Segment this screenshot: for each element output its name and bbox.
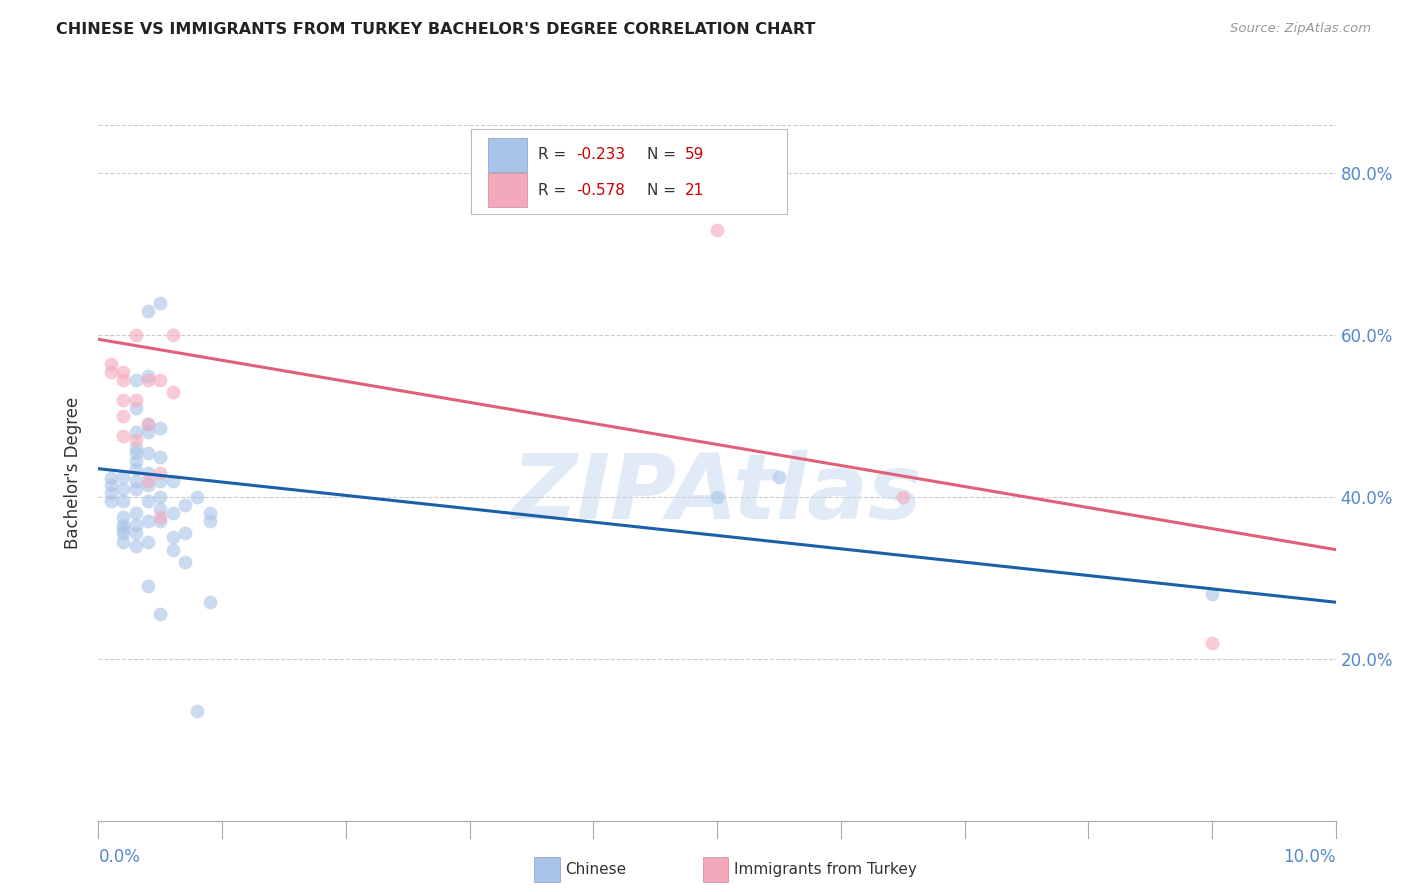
Point [136, 514, 159, 528]
Point [112, 365, 135, 379]
Text: N =: N = [647, 183, 681, 198]
Point [174, 526, 197, 541]
Text: R =: R = [538, 147, 572, 162]
Point [162, 531, 184, 545]
Point [124, 434, 146, 448]
Point [124, 518, 146, 533]
Point [149, 421, 172, 435]
Point [124, 526, 146, 541]
Point [149, 450, 172, 464]
Point [174, 555, 197, 569]
Point [112, 373, 135, 387]
Point [112, 429, 135, 443]
Point [136, 445, 159, 459]
Y-axis label: Bachelor's Degree: Bachelor's Degree [65, 397, 83, 549]
Point [1201, 587, 1223, 601]
Point [124, 442, 146, 456]
Point [891, 490, 914, 504]
Point [124, 453, 146, 467]
Text: 0.0%: 0.0% [98, 848, 141, 866]
Point [136, 474, 159, 488]
Point [706, 490, 728, 504]
Point [112, 482, 135, 496]
Point [136, 579, 159, 593]
Point [124, 392, 146, 407]
Text: 21: 21 [685, 183, 704, 198]
Text: 10.0%: 10.0% [1284, 848, 1336, 866]
Point [100, 486, 122, 500]
Text: CHINESE VS IMMIGRANTS FROM TURKEY BACHELOR'S DEGREE CORRELATION CHART: CHINESE VS IMMIGRANTS FROM TURKEY BACHEL… [56, 22, 815, 37]
Point [124, 401, 146, 415]
Point [124, 425, 146, 440]
Point [198, 506, 221, 520]
Point [136, 417, 159, 432]
Point [186, 490, 208, 504]
Point [136, 373, 159, 387]
Point [124, 445, 146, 459]
Point [149, 502, 172, 516]
Point [124, 482, 146, 496]
Point [100, 365, 122, 379]
Point [124, 506, 146, 520]
Text: Chinese: Chinese [565, 863, 626, 877]
Text: ZIPAtlas: ZIPAtlas [512, 450, 922, 538]
Text: -0.233: -0.233 [576, 147, 626, 162]
Point [112, 470, 135, 484]
Point [768, 470, 790, 484]
Point [198, 595, 221, 609]
Text: -0.578: -0.578 [576, 183, 626, 198]
Text: Immigrants from Turkey: Immigrants from Turkey [734, 863, 917, 877]
Point [136, 417, 159, 432]
Text: R =: R = [538, 183, 572, 198]
Point [149, 510, 172, 524]
Point [136, 425, 159, 440]
Point [162, 384, 184, 399]
Point [100, 478, 122, 492]
Point [112, 526, 135, 541]
Point [1201, 635, 1223, 649]
Point [100, 357, 122, 371]
Point [112, 518, 135, 533]
Point [112, 522, 135, 536]
Point [198, 514, 221, 528]
Point [124, 539, 146, 553]
Text: N =: N = [647, 147, 681, 162]
Point [136, 304, 159, 318]
Point [112, 494, 135, 508]
Point [136, 494, 159, 508]
Point [149, 474, 172, 488]
Point [136, 478, 159, 492]
Point [149, 296, 172, 310]
Point [162, 328, 184, 343]
Point [124, 474, 146, 488]
Point [112, 392, 135, 407]
Point [136, 368, 159, 383]
Point [149, 373, 172, 387]
Point [706, 223, 728, 237]
Point [112, 409, 135, 424]
Point [162, 474, 184, 488]
Point [124, 328, 146, 343]
Point [162, 542, 184, 557]
Text: Source: ZipAtlas.com: Source: ZipAtlas.com [1230, 22, 1371, 36]
Point [136, 534, 159, 549]
Point [149, 514, 172, 528]
Point [112, 510, 135, 524]
Point [136, 466, 159, 480]
Point [112, 534, 135, 549]
Point [186, 705, 208, 719]
Point [100, 471, 122, 485]
Point [162, 506, 184, 520]
Point [149, 490, 172, 504]
Point [149, 607, 172, 622]
Point [124, 461, 146, 475]
Point [100, 494, 122, 508]
Point [174, 498, 197, 512]
Text: 59: 59 [685, 147, 704, 162]
Point [124, 373, 146, 387]
Point [149, 466, 172, 480]
